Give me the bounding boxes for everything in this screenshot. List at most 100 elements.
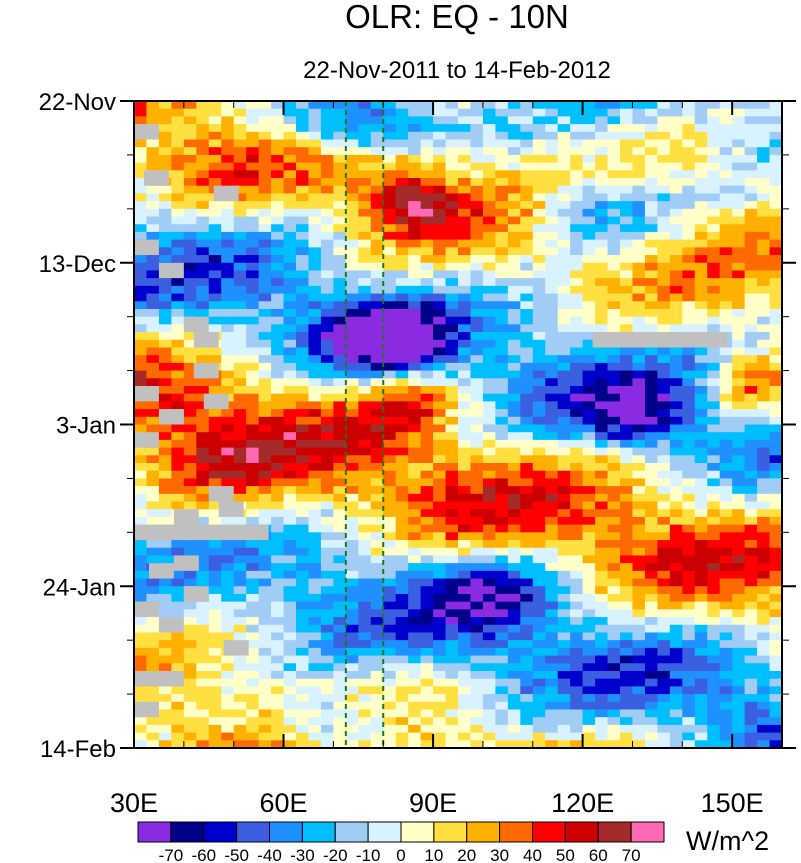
- heatmap-cell: [383, 547, 397, 557]
- heatmap-cell: [183, 278, 197, 287]
- heatmap-cell: [395, 355, 409, 364]
- heatmap-cell: [134, 332, 148, 341]
- heatmap-cell: [644, 308, 658, 318]
- heatmap-cell: [383, 640, 397, 649]
- heatmap-cell: [433, 593, 447, 603]
- heatmap-cell: [445, 478, 459, 487]
- heatmap-cell: [296, 416, 310, 426]
- heatmap-cell: [532, 509, 546, 518]
- heatmap-cell: [271, 285, 285, 295]
- heatmap-cell: [308, 285, 322, 295]
- heatmap-cell: [545, 393, 559, 402]
- heatmap-cell: [134, 185, 148, 195]
- heatmap-cell: [632, 224, 646, 233]
- heatmap-cell: [582, 370, 596, 379]
- heatmap-cell: [707, 432, 721, 441]
- heatmap-cell: [420, 593, 434, 603]
- heatmap-cell: [333, 740, 347, 748]
- heatmap-cell: [682, 116, 696, 125]
- heatmap-cell: [233, 455, 247, 464]
- heatmap-cell: [570, 301, 584, 310]
- heatmap-cell: [644, 516, 658, 526]
- heatmap-cell: [769, 439, 782, 449]
- heatmap-cell: [458, 216, 472, 225]
- heatmap-cell: [283, 563, 297, 572]
- heatmap-cell: [744, 540, 758, 549]
- heatmap-cell: [158, 224, 172, 233]
- heatmap-cell: [308, 486, 322, 495]
- heatmap-cell: [707, 447, 721, 456]
- heatmap-cell: [233, 624, 247, 634]
- heatmap-cell: [171, 101, 185, 110]
- heatmap-cell: [308, 162, 322, 171]
- heatmap-cell: [271, 609, 285, 618]
- heatmap-cell: [470, 116, 484, 125]
- heatmap-cell: [694, 655, 708, 664]
- heatmap-cell: [644, 131, 658, 141]
- heatmap-cell: [582, 486, 596, 495]
- heatmap-cell: [732, 339, 746, 349]
- heatmap-cell: [607, 609, 621, 618]
- heatmap-cell: [395, 609, 409, 618]
- heatmap-cell: [308, 555, 322, 564]
- heatmap-cell: [620, 362, 634, 372]
- heatmap-cell: [433, 509, 447, 518]
- heatmap-cell: [769, 563, 782, 572]
- heatmap-cell: [644, 678, 658, 687]
- heatmap-cell: [458, 455, 472, 464]
- heatmap-cell: [320, 424, 334, 433]
- heatmap-cell: [171, 393, 185, 402]
- heatmap-cell: [308, 524, 322, 533]
- heatmap-cell: [557, 586, 571, 595]
- heatmap-cell: [719, 147, 733, 156]
- heatmap-cell: [595, 316, 609, 325]
- heatmap-cell: [769, 116, 782, 125]
- heatmap-cell: [719, 724, 733, 734]
- heatmap-cell: [595, 278, 609, 287]
- heatmap-cell: [507, 378, 521, 387]
- heatmap-cell: [246, 154, 260, 164]
- heatmap-cell: [719, 740, 733, 748]
- heatmap-cell: [158, 470, 172, 480]
- heatmap-cell: [271, 293, 285, 302]
- heatmap-cell: [507, 532, 521, 541]
- heatmap-cell: [333, 570, 347, 580]
- heatmap-cell: [320, 139, 334, 148]
- heatmap-cell: [545, 709, 559, 718]
- heatmap-cell: [445, 578, 459, 587]
- heatmap-cell: [158, 463, 172, 472]
- heatmap-cell: [146, 724, 160, 734]
- heatmap-cell: [458, 578, 472, 587]
- heatmap-cell: [607, 255, 621, 264]
- heatmap-cell: [233, 239, 247, 248]
- heatmap-cell: [171, 255, 185, 264]
- heatmap-cell: [557, 216, 571, 225]
- heatmap-cell: [757, 509, 771, 518]
- heatmap-cell: [545, 601, 559, 610]
- heatmap-cell: [707, 563, 721, 572]
- heatmap-cell: [482, 231, 496, 241]
- heatmap-cell: [707, 278, 721, 287]
- heatmap-cell: [545, 624, 559, 634]
- heatmap-cell: [682, 147, 696, 156]
- heatmap-cell: [682, 247, 696, 256]
- heatmap-cell: [258, 570, 272, 580]
- heatmap-cell: [620, 493, 634, 503]
- heatmap-cell: [607, 586, 621, 595]
- heatmap-cell: [358, 555, 372, 564]
- heatmap-cell: [383, 185, 397, 195]
- heatmap-cell: [134, 455, 148, 464]
- heatmap-cell: [458, 409, 472, 418]
- heatmap-cell: [507, 370, 521, 379]
- heatmap-cell: [345, 655, 359, 664]
- heatmap-cell: [383, 224, 397, 233]
- heatmap-cell: [458, 694, 472, 703]
- heatmap-cell: [669, 609, 683, 618]
- heatmap-cell: [445, 185, 459, 195]
- heatmap-cell: [420, 547, 434, 557]
- heatmap-cell: [296, 632, 310, 641]
- heatmap-cell: [308, 316, 322, 325]
- heatmap-cell: [632, 478, 646, 487]
- heatmap-cell: [707, 532, 721, 541]
- heatmap-cell: [320, 385, 334, 395]
